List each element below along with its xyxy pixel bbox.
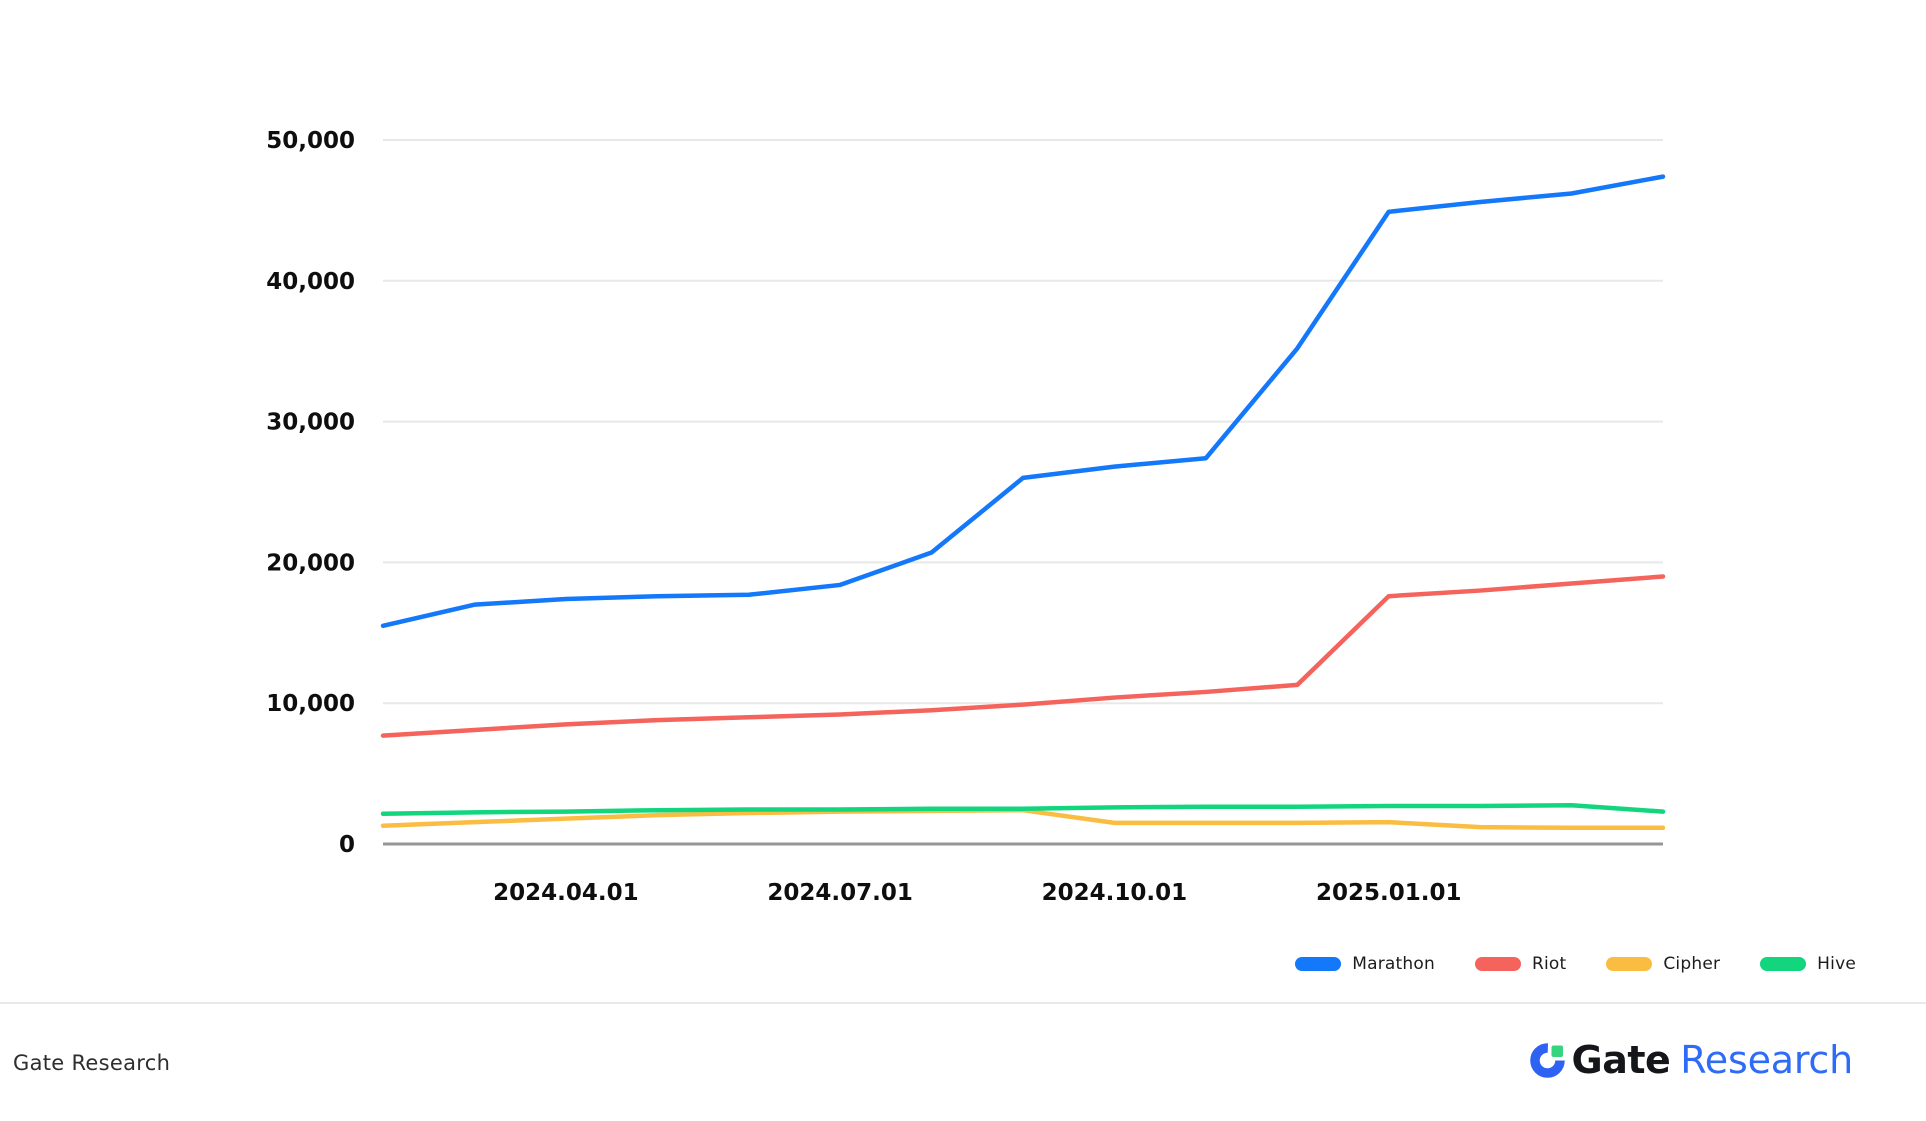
legend-label-cipher: Cipher [1663,954,1721,974]
logo-text-gate: Gate [1571,1038,1671,1082]
y-tick-label: 50,000 [266,128,355,154]
x-tick-label: 2024.07.01 [767,880,913,906]
chart-legend: Marathon Riot Cipher Hive [1295,954,1856,974]
x-tick-label: 2024.04.01 [493,880,639,906]
legend-label-marathon: Marathon [1352,954,1435,974]
gate-logo-icon [1529,1043,1565,1078]
legend-swatch-marathon [1295,957,1342,971]
legend-swatch-hive [1760,957,1807,971]
y-tick-label: 10,000 [266,691,355,717]
y-tick-label: 0 [339,832,355,858]
legend-swatch-cipher [1606,957,1653,971]
legend-label-hive: Hive [1817,954,1856,974]
legend-item-riot: Riot [1474,954,1567,974]
x-tick-label: 2025.01.01 [1316,880,1462,906]
y-tick-label: 20,000 [266,550,355,576]
legend-item-marathon: Marathon [1295,954,1435,974]
watermark-text: Gate Research [13,1051,171,1075]
legend-item-hive: Hive [1760,954,1856,974]
series-line-marathon [380,174,1666,629]
y-tick-label: 40,000 [266,269,355,295]
logo-text-research: Research [1680,1038,1853,1082]
y-tick-label: 30,000 [266,410,355,436]
series-line-hive [380,803,1666,816]
x-tick-label: 2024.10.01 [1042,880,1188,906]
legend-label-riot: Riot [1531,954,1567,974]
legend-item-cipher: Cipher [1606,954,1720,974]
legend-swatch-riot [1474,957,1521,971]
gate-research-logo: Gate Research [1529,1038,1853,1082]
series-line-riot [380,574,1666,738]
footer-divider [0,1002,1926,1004]
